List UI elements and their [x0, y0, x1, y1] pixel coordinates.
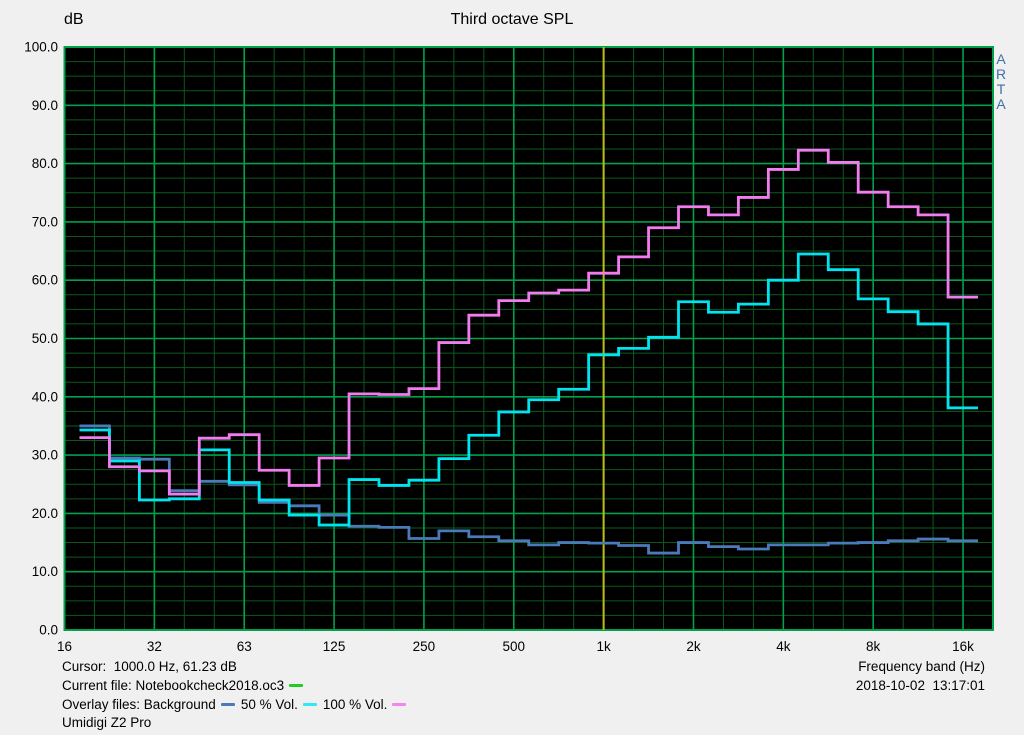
chart-title: Third octave SPL	[450, 11, 574, 28]
y-tick-label: 80.0	[32, 156, 58, 171]
current-file-row: Current file: Notebookcheck2018.oc3	[62, 678, 309, 693]
x-tick-label: 4k	[776, 639, 791, 654]
arta-watermark: A R T A	[996, 51, 1007, 112]
current-file-label: Current file: Notebookcheck2018.oc3	[62, 678, 285, 693]
x-tick-label: 32	[147, 639, 162, 654]
x-tick-label: 1k	[596, 639, 611, 654]
measurement-datetime: 2018-10-02 13:17:01	[855, 678, 985, 693]
x-tick-label: 125	[323, 639, 346, 654]
x-tick-labels: 16 32 63 125 250 500 1k 2k 4k 8k 16k	[57, 639, 974, 654]
volume-100-legend-dash	[392, 703, 407, 706]
curve-100-vol	[79, 148, 979, 496]
x-axis-title: Frequency band (Hz)	[858, 659, 985, 674]
overlay-100-label: 100 % Vol.	[322, 697, 388, 712]
y-tick-label: 30.0	[32, 448, 58, 463]
plot-border	[63, 46, 994, 631]
x-tick-label: 2k	[686, 639, 701, 654]
y-tick-label: 40.0	[32, 389, 58, 404]
volume-50-legend-dash	[302, 703, 317, 706]
y-tick-labels: 100.0 90.0 80.0 70.0 60.0 50.0 40.0 30.0 20.0 10.…	[24, 40, 58, 638]
curve-50-vol	[79, 252, 979, 527]
overlay-background-label: Overlay files: Background	[62, 697, 216, 712]
device-name: Umidigi Z2 Pro	[62, 715, 152, 730]
x-tick-label: 16	[57, 639, 72, 654]
y-tick-label: 100.0	[24, 40, 58, 55]
y-tick-label: 60.0	[32, 273, 58, 288]
current-file-legend-dash	[289, 684, 304, 687]
y-tick-label: 50.0	[32, 331, 58, 346]
y-tick-label: 70.0	[32, 214, 58, 229]
x-tick-label: 500	[503, 639, 526, 654]
y-tick-label: 10.0	[32, 564, 58, 579]
overlay-50-label: 50 % Vol.	[240, 697, 298, 712]
x-tick-label: 16k	[952, 639, 974, 654]
y-tick-label: 0.0	[39, 623, 58, 638]
overlay-files-row: Overlay files: Background 50 % Vol. 100 …	[62, 697, 412, 712]
x-tick-label: 250	[413, 639, 436, 654]
y-tick-label: 90.0	[32, 98, 58, 113]
y-axis-unit-label: dB	[64, 11, 84, 28]
background-legend-dash	[220, 703, 235, 706]
x-tick-label: 8k	[866, 639, 881, 654]
cursor-readout: Cursor: 1000.0 Hz, 61.23 dB	[62, 659, 237, 674]
y-tick-label: 20.0	[32, 506, 58, 521]
x-tick-label: 63	[237, 639, 252, 654]
